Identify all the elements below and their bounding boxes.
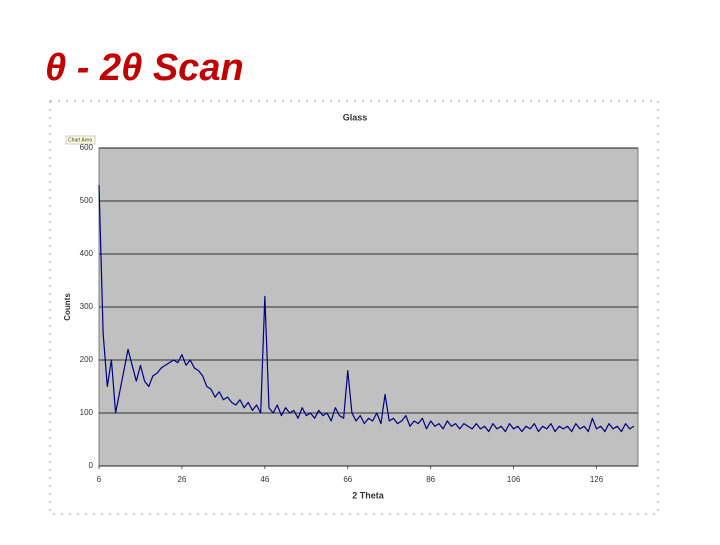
y-tick-label: 200 [80, 355, 94, 364]
x-tick-label: 106 [507, 475, 521, 484]
x-tick-label: 6 [97, 475, 102, 484]
data-line [98, 185, 635, 433]
x-tick-label: 46 [260, 475, 269, 484]
y-tick-label: 500 [80, 196, 94, 205]
chart-title: Glass [343, 112, 368, 122]
slide-title: θ - 2θ Scan [45, 47, 244, 89]
y-tick-label: 400 [80, 249, 94, 258]
y-axis-label: Counts [63, 293, 72, 321]
tooltip-box [65, 135, 96, 145]
y-tick-label: 100 [80, 408, 94, 417]
x-tick-label: 126 [590, 475, 604, 484]
x-tick-label: 26 [177, 475, 186, 484]
tooltip: Chart Area [68, 137, 92, 143]
x-tick-label: 86 [426, 475, 435, 484]
y-tick-label: 300 [80, 302, 94, 311]
x-tick-label: 66 [343, 475, 352, 484]
x-axis-label: 2 Theta [352, 490, 385, 500]
y-tick-label: 0 [89, 461, 94, 470]
y-tick-label: 600 [80, 143, 94, 152]
